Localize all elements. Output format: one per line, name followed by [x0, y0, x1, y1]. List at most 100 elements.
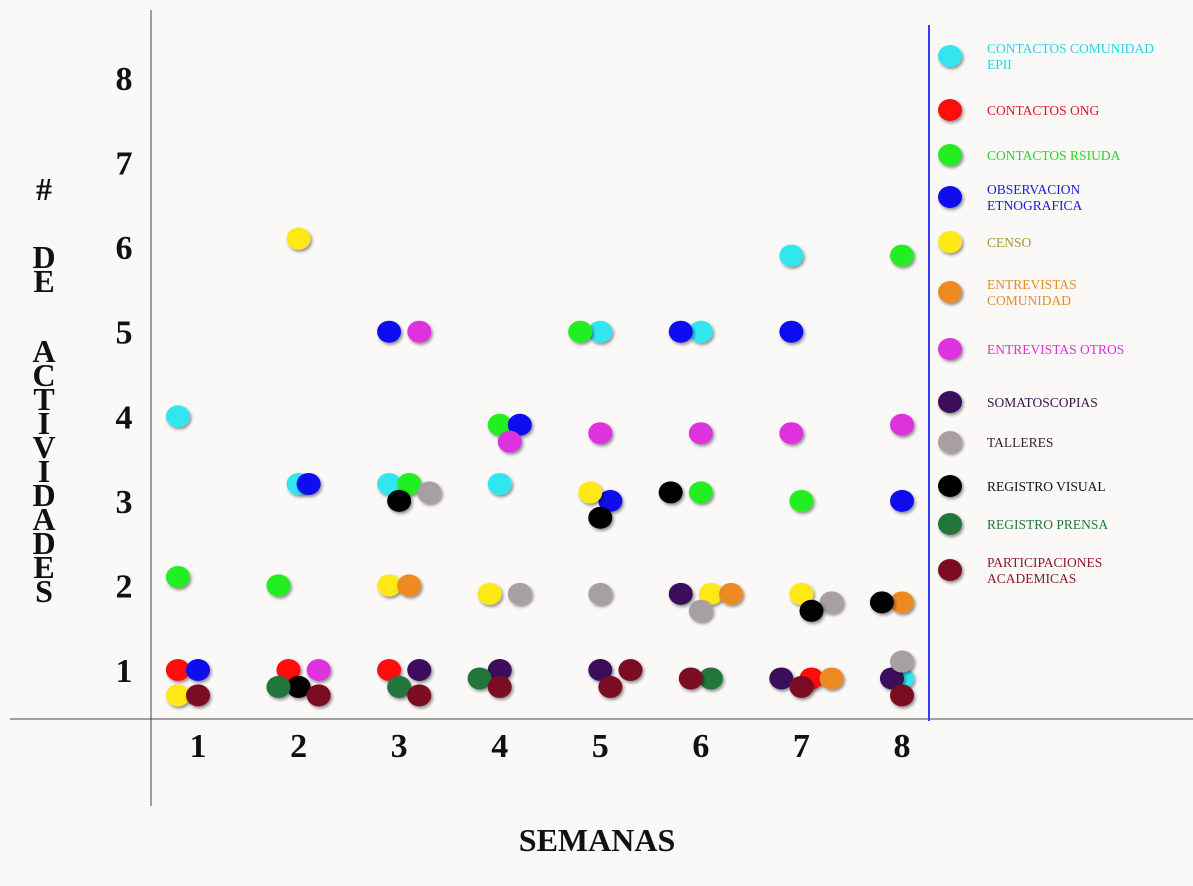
point-observacion-etnografica-1 — [186, 659, 210, 681]
point-censo-1 — [165, 684, 190, 707]
y-tick-6: 6 — [116, 230, 133, 267]
legend-marker — [938, 186, 962, 208]
y-title-char: D — [32, 239, 55, 275]
x-tick-5: 5 — [592, 728, 609, 765]
point-participaciones-academicas-2 — [306, 684, 331, 707]
point-contactos-rsiuda-1 — [165, 565, 190, 588]
point-contactos-rsiuda-4 — [487, 413, 512, 436]
point-somatoscopias-4 — [668, 582, 693, 605]
legend-label: OBSERVACION ETNOGRAFICA — [987, 182, 1083, 213]
y-title-char: A — [32, 501, 55, 537]
x-tick-labels: 1 2 3 4 5 6 7 8 — [190, 728, 911, 765]
point-somatoscopias-6 — [879, 667, 904, 690]
data-points — [165, 227, 914, 707]
y-title-char: E — [33, 549, 54, 585]
legend-label: TALLERES — [987, 435, 1053, 450]
point-contactos-ong-2 — [276, 659, 301, 681]
point-censo-4 — [477, 582, 502, 605]
point-censo-3 — [377, 574, 402, 597]
point-registro-visual-5 — [799, 599, 824, 622]
point-participaciones-academicas-5 — [598, 675, 623, 698]
point-entrevistas-otros-1 — [306, 659, 331, 681]
point-contactos-rsiuda-6 — [688, 481, 713, 504]
point-contactos-ong-1 — [165, 659, 190, 681]
point-registro-visual-2 — [387, 489, 412, 512]
point-registro-visual-4 — [658, 481, 683, 504]
legend-marker — [938, 391, 962, 413]
point-observacion-etnografica-3 — [377, 320, 402, 343]
point-contactos-comunidad-epii-1 — [165, 405, 190, 428]
legend-marker — [938, 475, 962, 497]
point-contactos-comunidad-epii-6 — [688, 320, 713, 343]
point-entrevistas-comunidad-2 — [719, 582, 744, 605]
point-registro-visual-6 — [869, 591, 894, 614]
y-title-char: C — [32, 357, 55, 393]
point-contactos-comunidad-epii-3 — [377, 472, 402, 495]
legend-label: CONTACTOS ONG — [987, 103, 1100, 118]
y-title-char: D — [32, 477, 55, 513]
point-contactos-ong-3 — [377, 659, 402, 681]
x-tick-4: 4 — [491, 728, 508, 765]
legend-label: REGISTRO PRENSA — [987, 517, 1108, 532]
point-talleres-6 — [890, 650, 914, 673]
point-entrevistas-comunidad-4 — [890, 591, 914, 614]
point-participaciones-academicas-9 — [890, 684, 914, 707]
y-title-char: I — [38, 405, 50, 441]
point-contactos-rsiuda-2 — [266, 574, 291, 597]
point-censo-2 — [286, 227, 311, 250]
legend-label: CONTACTOS RSIUDA — [987, 148, 1121, 163]
legend-marker — [938, 231, 962, 253]
point-censo-6 — [698, 582, 723, 605]
y-tick-2: 2 — [116, 568, 133, 605]
y-title-char: # — [36, 171, 52, 207]
point-entrevistas-comunidad-1 — [397, 574, 422, 597]
legend-marker — [938, 144, 962, 166]
x-tick-2: 2 — [290, 728, 307, 765]
y-tick-4: 4 — [116, 399, 133, 436]
legend-label: ENTREVISTAS COMUNIDAD — [987, 277, 1077, 308]
point-entrevistas-otros-5 — [688, 422, 713, 445]
point-registro-prensa-2 — [387, 675, 412, 698]
point-somatoscopias-3 — [588, 659, 613, 681]
legend-marker — [938, 431, 962, 453]
point-registro-visual-1 — [286, 675, 311, 698]
legend-marker — [938, 45, 962, 67]
point-registro-visual-3 — [588, 506, 613, 529]
point-somatoscopias-5 — [769, 667, 794, 690]
legend-label: PARTICIPACIONES ACADEMICAS — [987, 555, 1102, 586]
point-censo-7 — [789, 582, 814, 605]
point-talleres-2 — [507, 582, 532, 605]
point-talleres-4 — [688, 599, 713, 622]
legend-label: REGISTRO VISUAL — [987, 479, 1106, 494]
y-tick-1: 1 — [116, 653, 133, 690]
legend-marker — [938, 338, 962, 360]
point-entrevistas-otros-7 — [890, 413, 914, 436]
point-observacion-etnografica-6 — [668, 320, 693, 343]
point-contactos-rsiuda-3 — [397, 472, 422, 495]
y-tick-8: 8 — [116, 61, 133, 98]
point-entrevistas-comunidad-3 — [819, 667, 844, 690]
y-tick-3: 3 — [116, 484, 133, 521]
point-contactos-rsiuda-8 — [890, 244, 914, 267]
point-registro-prensa-3 — [467, 667, 492, 690]
point-talleres-3 — [588, 582, 613, 605]
point-observacion-etnografica-8 — [890, 489, 914, 512]
legend-marker — [938, 559, 962, 581]
point-somatoscopias-2 — [487, 659, 512, 681]
x-axis-title: SEMANAS — [519, 822, 675, 858]
point-contactos-comunidad-epii-5 — [588, 320, 613, 343]
y-title-char: S — [35, 573, 53, 609]
point-talleres-1 — [417, 481, 442, 504]
point-participaciones-academicas-3 — [407, 684, 432, 707]
point-somatoscopias-1 — [407, 659, 432, 681]
legend-marker — [938, 513, 962, 535]
point-observacion-etnografica-7 — [779, 320, 804, 343]
point-entrevistas-otros-3 — [497, 430, 522, 453]
x-tick-1: 1 — [190, 728, 207, 765]
point-participaciones-academicas-4 — [487, 675, 512, 698]
point-talleres-5 — [819, 591, 844, 614]
point-entrevistas-otros-4 — [588, 422, 613, 445]
point-contactos-rsiuda-5 — [568, 320, 593, 343]
point-contactos-comunidad-epii-7 — [779, 244, 804, 267]
